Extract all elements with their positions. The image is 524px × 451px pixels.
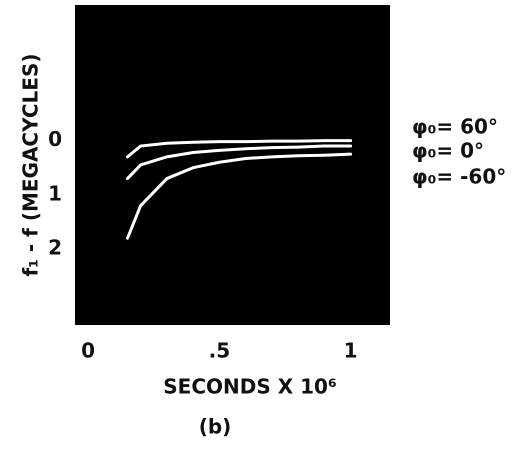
- legend-label: φ₀= 0°: [412, 139, 484, 163]
- page: f₁ - f (MEGACYCLES) SECONDS X 10⁶ (b) 0 1…: [0, 0, 524, 451]
- caption: (b): [199, 415, 232, 439]
- y-tick-label: 1: [48, 181, 62, 205]
- plot-area: [75, 5, 390, 325]
- legend-label: φ₀= -60°: [412, 165, 506, 189]
- x-tick-label: 1: [344, 339, 358, 363]
- y-axis-label: f₁ - f (MEGACYCLES): [19, 53, 43, 276]
- legend-label: φ₀= 60°: [412, 115, 498, 139]
- x-tick-label: 0: [81, 339, 95, 363]
- y-tick-label: 2: [48, 236, 62, 260]
- x-tick-label: .5: [209, 339, 231, 363]
- y-tick-label: 0: [48, 127, 62, 151]
- chart: f₁ - f (MEGACYCLES) SECONDS X 10⁶ (b) 0 1…: [0, 0, 524, 451]
- x-axis-label: SECONDS X 10⁶: [163, 375, 336, 399]
